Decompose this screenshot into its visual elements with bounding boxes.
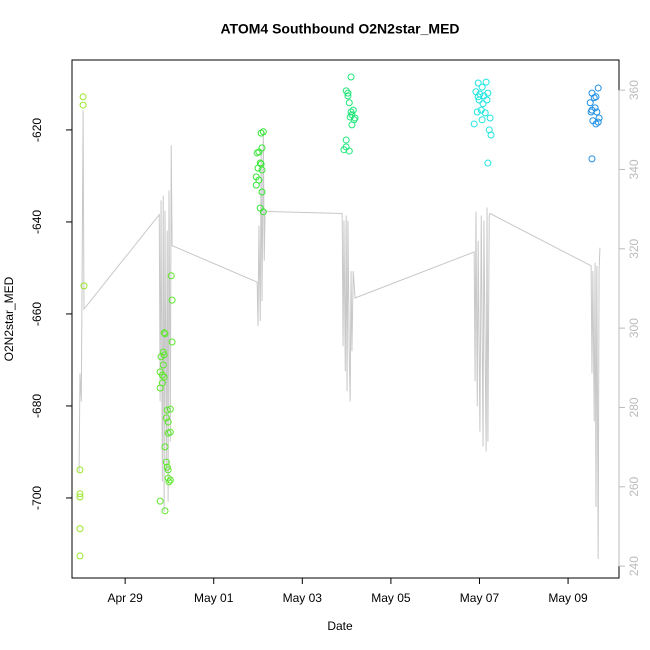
scatter-point	[168, 338, 176, 346]
y2-tick-label: 240	[627, 556, 641, 576]
scatter-point	[473, 108, 481, 116]
scatter-point	[255, 176, 263, 184]
x-tick-label: May 03	[283, 591, 323, 605]
y-axis-label: O2N2star_MED	[2, 276, 16, 361]
scatter-point	[253, 149, 261, 157]
scatter-point	[258, 188, 266, 196]
y2-tick-label: 300	[627, 318, 641, 338]
x-tick-label: Apr 29	[107, 591, 143, 605]
scatter-point	[167, 272, 175, 280]
x-tick-label: May 07	[460, 591, 500, 605]
scatter-point	[590, 94, 598, 102]
scatter-point	[162, 458, 170, 466]
y2-tick-label: 360	[627, 80, 641, 100]
scatter-point	[586, 99, 594, 107]
scatter-point	[474, 93, 482, 101]
series-line	[78, 110, 601, 559]
scatter-point	[158, 371, 166, 379]
scatter-point	[258, 166, 266, 174]
scatter-point	[344, 92, 352, 100]
scatter-point	[161, 443, 169, 451]
scatter-point	[76, 552, 84, 560]
x-tick-label: May 05	[371, 591, 411, 605]
scatter-point	[482, 78, 490, 86]
scatter-point	[76, 490, 84, 498]
scatter-point	[160, 373, 168, 381]
scatter-point	[344, 89, 352, 97]
chart-title: ATOM4 Southbound O2N2star_MED	[220, 21, 459, 37]
y-tick-label: -700	[30, 486, 44, 510]
scatter-point	[347, 73, 355, 81]
scatter-point	[259, 128, 267, 136]
scatter-point	[256, 159, 264, 167]
scatter-point	[164, 418, 172, 426]
scatter-point	[80, 282, 88, 290]
scatter-point	[76, 525, 84, 533]
scatter-point	[475, 96, 483, 104]
scatter-point	[160, 351, 168, 359]
y2-tick-label: 280	[627, 397, 641, 417]
scatter-point	[160, 329, 168, 337]
scatter-point	[478, 83, 486, 91]
scatter-point	[594, 118, 602, 126]
scatter-point	[76, 466, 84, 474]
y-tick-label: -640	[30, 210, 44, 234]
scatter-point	[258, 144, 266, 152]
scatter-point	[351, 114, 359, 122]
scatter-point	[79, 93, 87, 101]
scatter-point	[484, 89, 492, 97]
y-tick-label: -620	[30, 118, 44, 142]
scatter-point	[594, 84, 602, 92]
scatter-point	[164, 474, 172, 482]
scatter-point	[164, 466, 172, 474]
y-tick-label: -660	[30, 302, 44, 326]
x-axis-label: Date	[327, 619, 353, 633]
x-tick-label: May 01	[194, 591, 234, 605]
scatter-point	[165, 478, 173, 486]
scatter-point	[486, 114, 494, 122]
scatter-point	[168, 296, 176, 304]
scatter-point	[348, 121, 356, 129]
scatter-point	[161, 507, 169, 515]
scatter-point	[79, 101, 87, 109]
scatter-point	[478, 116, 486, 124]
scatter-point	[481, 109, 489, 117]
scatter-point	[470, 120, 478, 128]
scatter-point	[474, 79, 482, 87]
scatter-point	[587, 108, 595, 116]
y-tick-label: -680	[30, 394, 44, 418]
scatter-point	[166, 476, 174, 484]
scatter-point	[259, 208, 267, 216]
scatter-point	[163, 406, 171, 414]
scatter-point	[588, 155, 596, 163]
scatter-point	[156, 497, 164, 505]
y2-tick-label: 260	[627, 476, 641, 496]
scatter-point	[479, 100, 487, 108]
scatter-point	[595, 114, 603, 122]
scatter-point	[345, 99, 353, 107]
scatter-point	[166, 428, 174, 436]
y2-tick-label: 340	[627, 159, 641, 179]
scatter-point	[162, 414, 170, 422]
scatter-point	[592, 120, 600, 128]
scatter-point	[159, 361, 167, 369]
scatter-point	[76, 493, 84, 501]
scatter-point	[161, 330, 169, 338]
x-tick-label: May 09	[548, 591, 588, 605]
scatter-point	[487, 131, 495, 139]
scatter-point	[166, 405, 174, 413]
y2-tick-label: 320	[627, 238, 641, 258]
scatter-point	[483, 96, 491, 104]
scatter-point	[342, 143, 350, 151]
scatter-point	[342, 136, 350, 144]
scatter-point	[484, 159, 492, 167]
scatter-point	[349, 106, 357, 114]
